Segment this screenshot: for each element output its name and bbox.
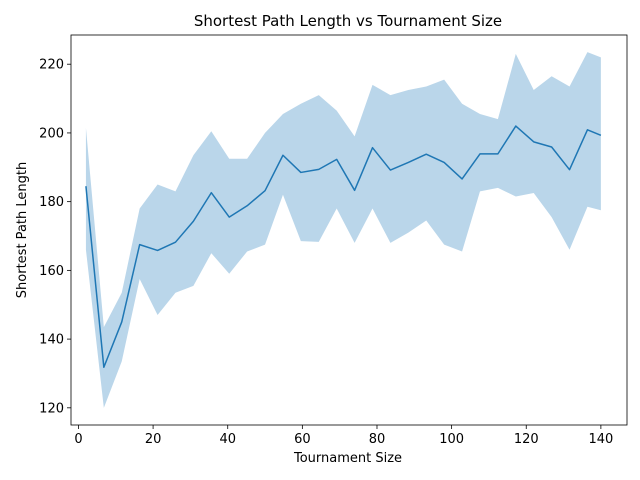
y-tick-label: 180 [39, 195, 64, 210]
axis-ticks: 0 20 40 60 80 100 120 140 120 140 160 180 200 220 [39, 58, 613, 447]
y-tick-label: 200 [39, 126, 64, 141]
plot-area [70, 34, 628, 426]
x-tick-label: 20 [145, 432, 162, 447]
x-tick-label: 40 [219, 432, 236, 447]
x-tick-label: 80 [369, 432, 386, 447]
y-tick-label: 160 [39, 264, 64, 279]
x-tick-label: 120 [514, 432, 539, 447]
x-tick-label: 140 [588, 432, 613, 447]
series-line [85, 125, 602, 369]
x-tick-label: 60 [294, 432, 311, 447]
y-tick-label: 140 [39, 333, 64, 348]
x-tick-label: 0 [74, 432, 82, 447]
confidence-band [85, 52, 601, 408]
chart-title: Shortest Path Length vs Tournament Size [194, 12, 502, 30]
x-tick-label: 100 [439, 432, 464, 447]
plot-frame [70, 34, 628, 426]
x-axis-label: Tournament Size [293, 451, 402, 466]
y-tick-label: 120 [39, 401, 64, 416]
y-axis-label: Shortest Path Length [15, 162, 30, 298]
y-tick-label: 220 [39, 58, 64, 73]
